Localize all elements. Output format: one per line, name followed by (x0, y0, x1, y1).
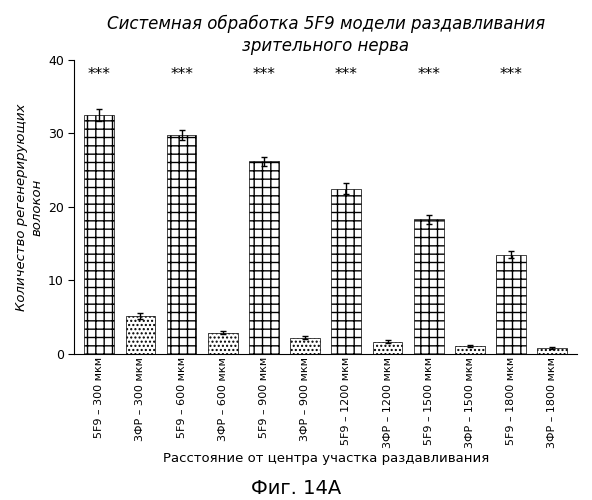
Bar (167, 135, 197, 354)
Bar (455, 346, 485, 354)
Bar (290, 338, 320, 354)
Text: ***: *** (335, 67, 358, 82)
Text: ***: *** (170, 67, 193, 82)
Title: Системная обработка 5F9 модели раздавливания
зрительного нерва: Системная обработка 5F9 модели раздавлив… (107, 15, 545, 56)
Text: ***: *** (417, 67, 440, 82)
Text: ***: *** (88, 67, 111, 82)
Bar (208, 332, 237, 354)
Bar (373, 342, 403, 354)
Bar (538, 348, 567, 354)
Text: Фиг. 14А: Фиг. 14А (251, 478, 341, 498)
Bar (126, 316, 155, 354)
Text: ***: *** (253, 67, 275, 82)
Bar (84, 115, 114, 354)
Y-axis label: Количество регенерирующих
волокон: Количество регенерирующих волокон (15, 103, 44, 310)
Text: ***: *** (500, 67, 523, 82)
Bar (249, 162, 279, 354)
Bar (496, 254, 526, 354)
Bar (414, 220, 443, 354)
X-axis label: Расстояние от центра участка раздавливания: Расстояние от центра участка раздавливан… (163, 452, 489, 465)
Bar (332, 188, 361, 354)
